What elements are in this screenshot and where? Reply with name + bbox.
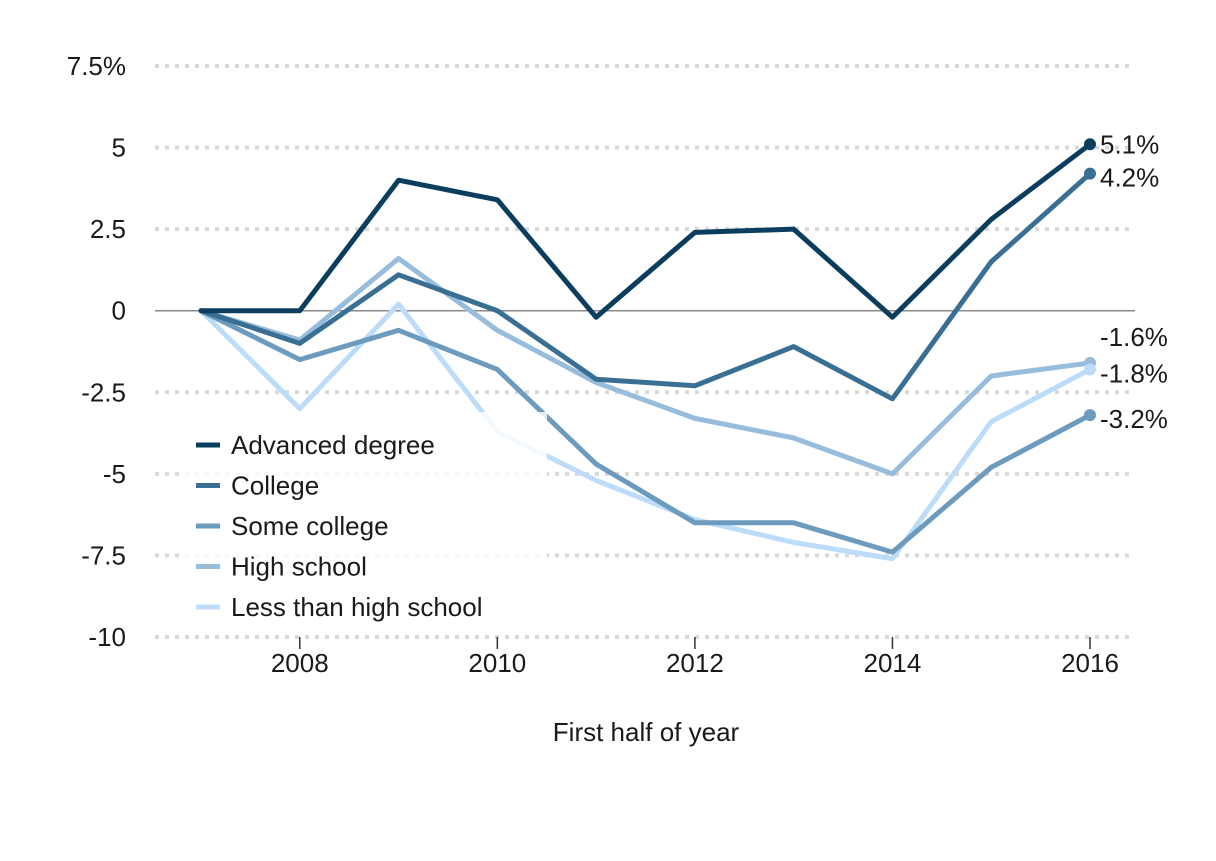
x-tick-label: 2010 xyxy=(468,648,526,678)
series-line-advanced-degree xyxy=(198,141,1093,320)
legend-background xyxy=(182,412,547,634)
y-tick-label: -7.5 xyxy=(81,540,126,570)
x-tick-label: 2014 xyxy=(864,648,922,678)
legend-item-label: Some college xyxy=(231,511,389,541)
legend-item-label: College xyxy=(231,471,319,501)
x-axis-ticks: 2008 2010 2012 2014 2016 xyxy=(271,637,1119,678)
y-tick-label: -5 xyxy=(103,459,126,489)
y-tick-label: -10 xyxy=(88,622,126,652)
series-line-high-school xyxy=(198,256,1093,477)
y-tick-label: 0 xyxy=(112,296,126,326)
end-point-marker xyxy=(1084,167,1096,180)
x-tick-label: 2012 xyxy=(666,648,724,678)
series-line-less-than-high-school xyxy=(198,301,1093,562)
legend-item-label: Less than high school xyxy=(231,592,483,622)
end-value-label: -3.2% xyxy=(1100,404,1168,434)
legend-item-label: High school xyxy=(231,552,367,582)
end-value-label: 4.2% xyxy=(1100,163,1159,193)
end-value-label: -1.6% xyxy=(1100,322,1168,352)
end-point-marker xyxy=(1084,138,1096,151)
series-line-some-college xyxy=(198,308,1093,555)
end-labels: 5.1% 4.2% -3.2% -1.6% -1.8% xyxy=(1084,129,1168,434)
end-value-label: -1.8% xyxy=(1100,358,1168,388)
end-value-label: 5.1% xyxy=(1100,129,1159,159)
legend: Advanced degree College Some college High s… xyxy=(182,412,547,634)
series-line-college xyxy=(198,171,1093,402)
y-tick-label: -2.5 xyxy=(81,377,126,407)
y-tick-label: 2.5 xyxy=(90,214,126,244)
x-axis-title: First half of year xyxy=(553,717,740,747)
x-tick-label: 2016 xyxy=(1061,648,1119,678)
series-lines xyxy=(198,141,1093,562)
end-point-marker xyxy=(1084,363,1096,376)
y-tick-label: 5 xyxy=(112,133,126,163)
legend-item-label: Advanced degree xyxy=(231,430,435,460)
end-point-marker xyxy=(1084,409,1096,422)
y-tick-label: 7.5% xyxy=(67,51,126,81)
x-tick-label: 2008 xyxy=(271,648,329,678)
